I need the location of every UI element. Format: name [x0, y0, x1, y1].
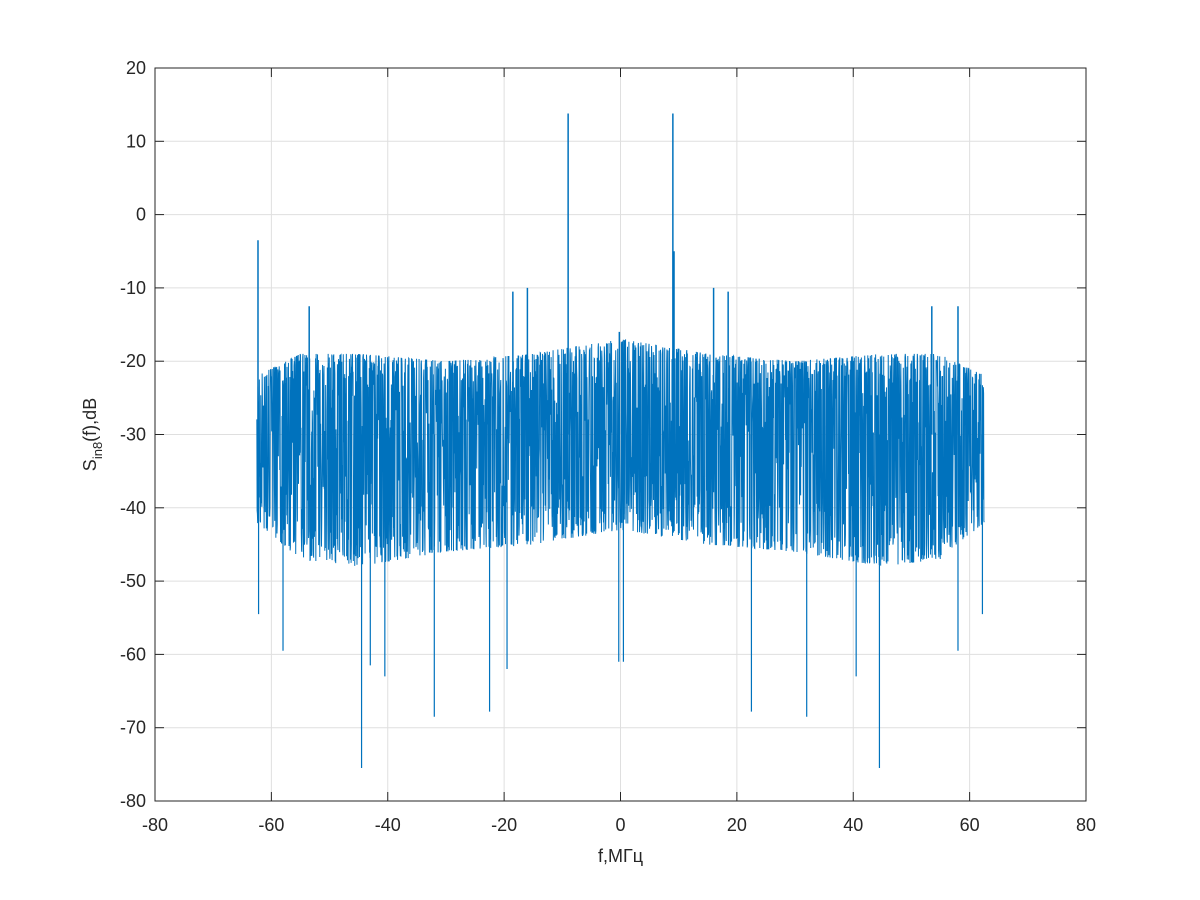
y-tick-label: -40 [120, 498, 146, 518]
y-tick-label: 0 [136, 205, 146, 225]
x-tick-label: 80 [1076, 815, 1096, 835]
y-tick-label: -30 [120, 425, 146, 445]
x-tick-label: -20 [491, 815, 517, 835]
x-tick-label: 40 [843, 815, 863, 835]
x-tick-label: -80 [142, 815, 168, 835]
x-tick-label: 60 [960, 815, 980, 835]
spectrum-trace [256, 339, 985, 566]
y-tick-label: 10 [126, 131, 146, 151]
y-tick-label: -10 [120, 278, 146, 298]
spectrum-series [256, 113, 985, 769]
x-tick-label: 0 [615, 815, 625, 835]
y-tick-label: -20 [120, 351, 146, 371]
y-axis-label-subscript: in8 [90, 442, 105, 459]
y-axis-label-tail: (f),dB [80, 398, 100, 442]
y-axis-label-main: S [80, 459, 100, 471]
x-tick-label: -60 [258, 815, 284, 835]
x-tick-label: 20 [727, 815, 747, 835]
y-axis-label: Sin8(f),dB [80, 398, 105, 471]
y-tick-label: 20 [126, 58, 146, 78]
x-axis-label: f,МГц [598, 846, 643, 866]
y-tick-label: -50 [120, 571, 146, 591]
y-tick-label: -60 [120, 644, 146, 664]
x-tick-label: -40 [375, 815, 401, 835]
y-tick-label: -80 [120, 791, 146, 811]
y-tick-label: -70 [120, 718, 146, 738]
axis-ticks: -80 -60 -40 -20 0 20 40 60 80 -80 -70 -60 -50 -40 -30 -… [120, 58, 1096, 835]
